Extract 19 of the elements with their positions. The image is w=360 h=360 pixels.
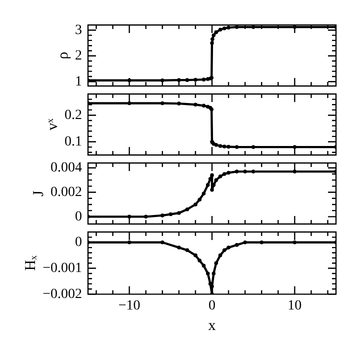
- y-axis-title: vˣ: [44, 118, 61, 131]
- y-axis-title: ρ: [55, 52, 72, 60]
- x-tick-label: −10: [118, 298, 140, 314]
- y-tick-label: 0.002: [50, 185, 82, 200]
- y-tick-label: 2: [75, 48, 82, 64]
- y-tick-label: 3: [75, 22, 82, 38]
- y-tick-label: 0.1: [64, 134, 82, 150]
- y-tick-label: 0: [75, 235, 82, 250]
- x-tick-label: 0: [208, 298, 216, 314]
- y-axis-title: Hₓ: [23, 255, 40, 271]
- y-tick-label: 1: [75, 74, 82, 90]
- y-tick-label: 0: [75, 210, 82, 225]
- y-axis-title: J: [30, 190, 47, 197]
- x-axis-title: x: [208, 318, 216, 334]
- y-tick-label: −0.001: [42, 261, 82, 276]
- x-tick-label: 10: [288, 298, 302, 314]
- y-tick-label: 0.004: [50, 160, 82, 176]
- y-tick-label: 0.2: [64, 108, 82, 123]
- y-tick-label: −0.002: [42, 287, 82, 302]
